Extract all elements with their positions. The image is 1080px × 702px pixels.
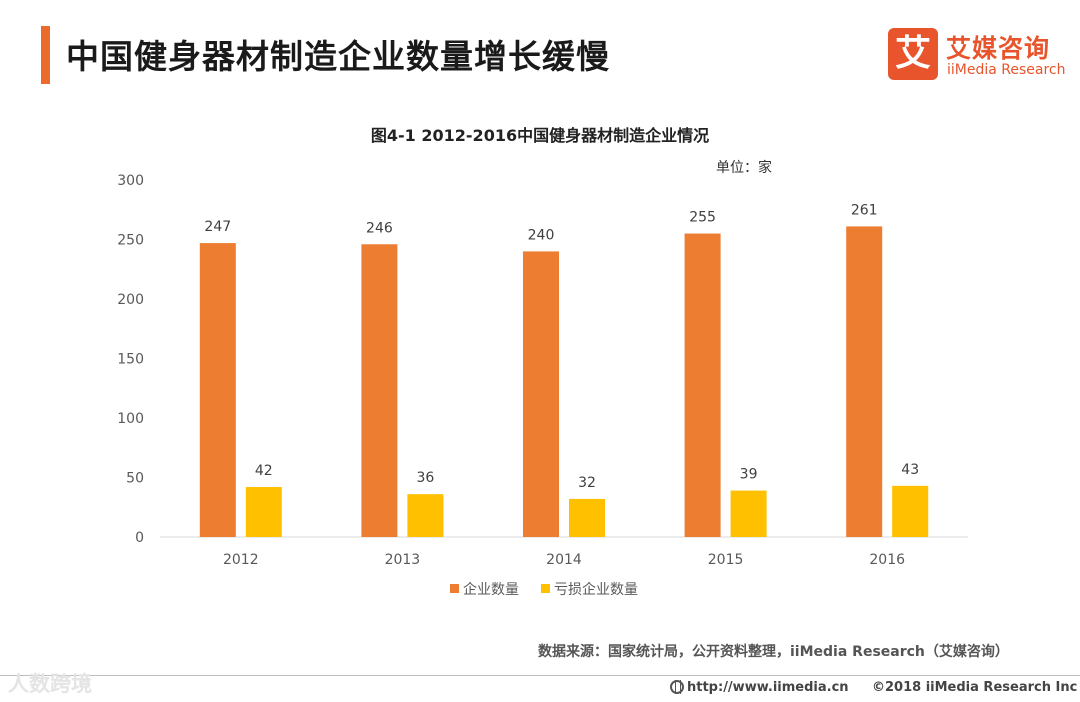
y-tick-label-0: 0 (135, 530, 144, 546)
logo-name-en: iiMedia Research (947, 62, 1066, 78)
bar-enterprises-2016 (846, 226, 883, 537)
title-accent-bar (41, 26, 50, 84)
data-label-enterprises-2016: 261 (851, 202, 878, 218)
y-tick-label-300: 300 (117, 173, 144, 189)
data-label-enterprises-2014: 240 (528, 227, 555, 243)
data-label-loss-enterprises-2012: 42 (255, 463, 273, 479)
data-label-loss-enterprises-2015: 39 (740, 467, 758, 483)
x-tick-label-2015: 2015 (708, 552, 744, 568)
logo-glyph: 艾 (888, 28, 938, 80)
data-label-enterprises-2013: 246 (366, 220, 393, 236)
x-tick-label-2013: 2013 (385, 552, 421, 568)
bar-enterprises-2015 (684, 233, 721, 538)
data-label-loss-enterprises-2013: 36 (416, 470, 434, 486)
data-label-enterprises-2012: 247 (204, 219, 231, 235)
bar-loss-enterprises-2016 (892, 485, 929, 537)
x-tick-label-2012: 2012 (223, 552, 259, 568)
data-label-enterprises-2015: 255 (689, 210, 716, 226)
y-tick-label-250: 250 (117, 233, 144, 249)
bar-loss-enterprises-2015 (730, 490, 767, 537)
y-tick-label-50: 50 (126, 471, 144, 487)
bar-chart: 0 50 100 150 200 250 300 247 42 2012 246 36 2013 240 3… (117, 173, 968, 598)
bar-enterprises-2014 (523, 251, 559, 537)
footer-url-text[interactable]: http://www.iimedia.cn (687, 680, 849, 695)
bar-enterprises-2012 (199, 243, 236, 537)
footer-copyright: ©2018 iiMedia Research Inc (872, 680, 1078, 695)
bar-loss-enterprises-2014 (569, 498, 605, 537)
chart-unit: 单位：家 (716, 160, 772, 176)
page-title: 中国健身器材制造企业数量增长缓慢 (66, 37, 610, 76)
bar-loss-enterprises-2012 (245, 487, 282, 537)
x-tick-label-2016: 2016 (869, 552, 905, 568)
logo-name-cn: 艾媒咨询 (946, 34, 1051, 63)
data-label-loss-enterprises-2016: 43 (901, 462, 919, 478)
y-tick-label-150: 150 (117, 352, 144, 368)
y-tick-label-100: 100 (117, 411, 144, 427)
iimedia-logo: 艾 艾媒咨询 iiMedia Research (888, 28, 1066, 84)
legend-label-loss-enterprises: 亏损企业数量 (554, 581, 638, 598)
globe-icon (670, 680, 684, 694)
data-label-loss-enterprises-2014: 32 (578, 475, 596, 491)
legend-swatch-loss-enterprises (541, 584, 550, 593)
y-tick-label-200: 200 (117, 292, 144, 308)
legend-label-enterprises: 企业数量 (463, 581, 519, 598)
data-source: 数据来源：国家统计局，公开资料整理，iiMedia Research（艾媒咨询） (538, 644, 1009, 660)
watermark: 人数跨境 (8, 672, 92, 696)
bar-enterprises-2013 (361, 244, 398, 537)
legend-swatch-enterprises (450, 584, 459, 593)
bar-loss-enterprises-2013 (407, 494, 444, 537)
footer-url[interactable]: http://www.iimedia.cn (670, 680, 849, 695)
x-tick-label-2014: 2014 (546, 552, 582, 568)
footer-divider (0, 675, 1080, 676)
chart-title: 图4-1 2012-2016中国健身器材制造企业情况 (370, 126, 710, 145)
